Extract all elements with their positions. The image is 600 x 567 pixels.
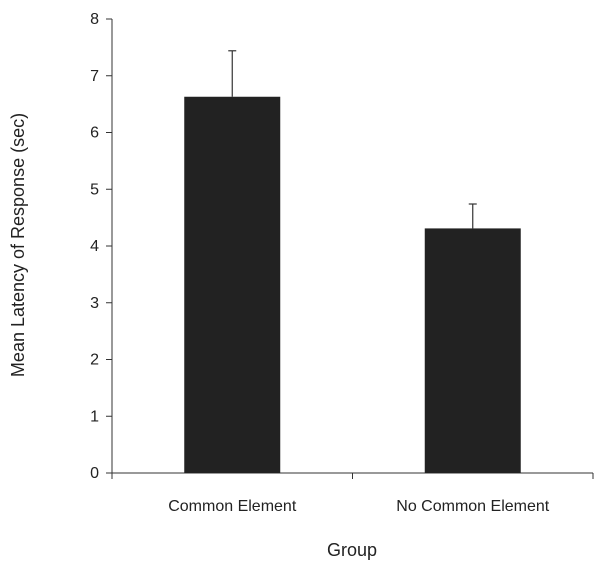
y-tick-label: 6 [90,125,99,142]
y-tick-label: 0 [90,465,99,482]
x-axis-title: Group [327,540,377,560]
plot-area: 0 1 2 3 4 5 6 7 8 Common Element No Common Element [90,11,594,515]
y-tick-label: 3 [90,295,99,312]
y-tick-label: 4 [90,238,99,255]
bar [184,96,281,473]
y-tick-label: 8 [90,11,99,28]
bar [424,228,521,473]
y-tick-label: 1 [90,408,99,425]
y-tick-label: 5 [90,181,99,198]
x-tick-label: No Common Element [396,498,550,515]
y-tick-label: 7 [90,68,99,85]
x-tick-label: Common Element [168,498,297,515]
y-tick-label: 2 [90,352,99,369]
y-axis-title: Mean Latency of Response (sec) [8,113,28,377]
